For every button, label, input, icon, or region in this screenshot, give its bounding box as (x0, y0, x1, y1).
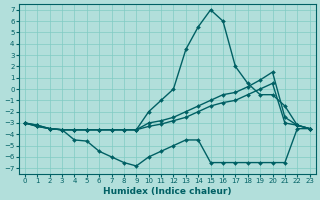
X-axis label: Humidex (Indice chaleur): Humidex (Indice chaleur) (103, 187, 232, 196)
